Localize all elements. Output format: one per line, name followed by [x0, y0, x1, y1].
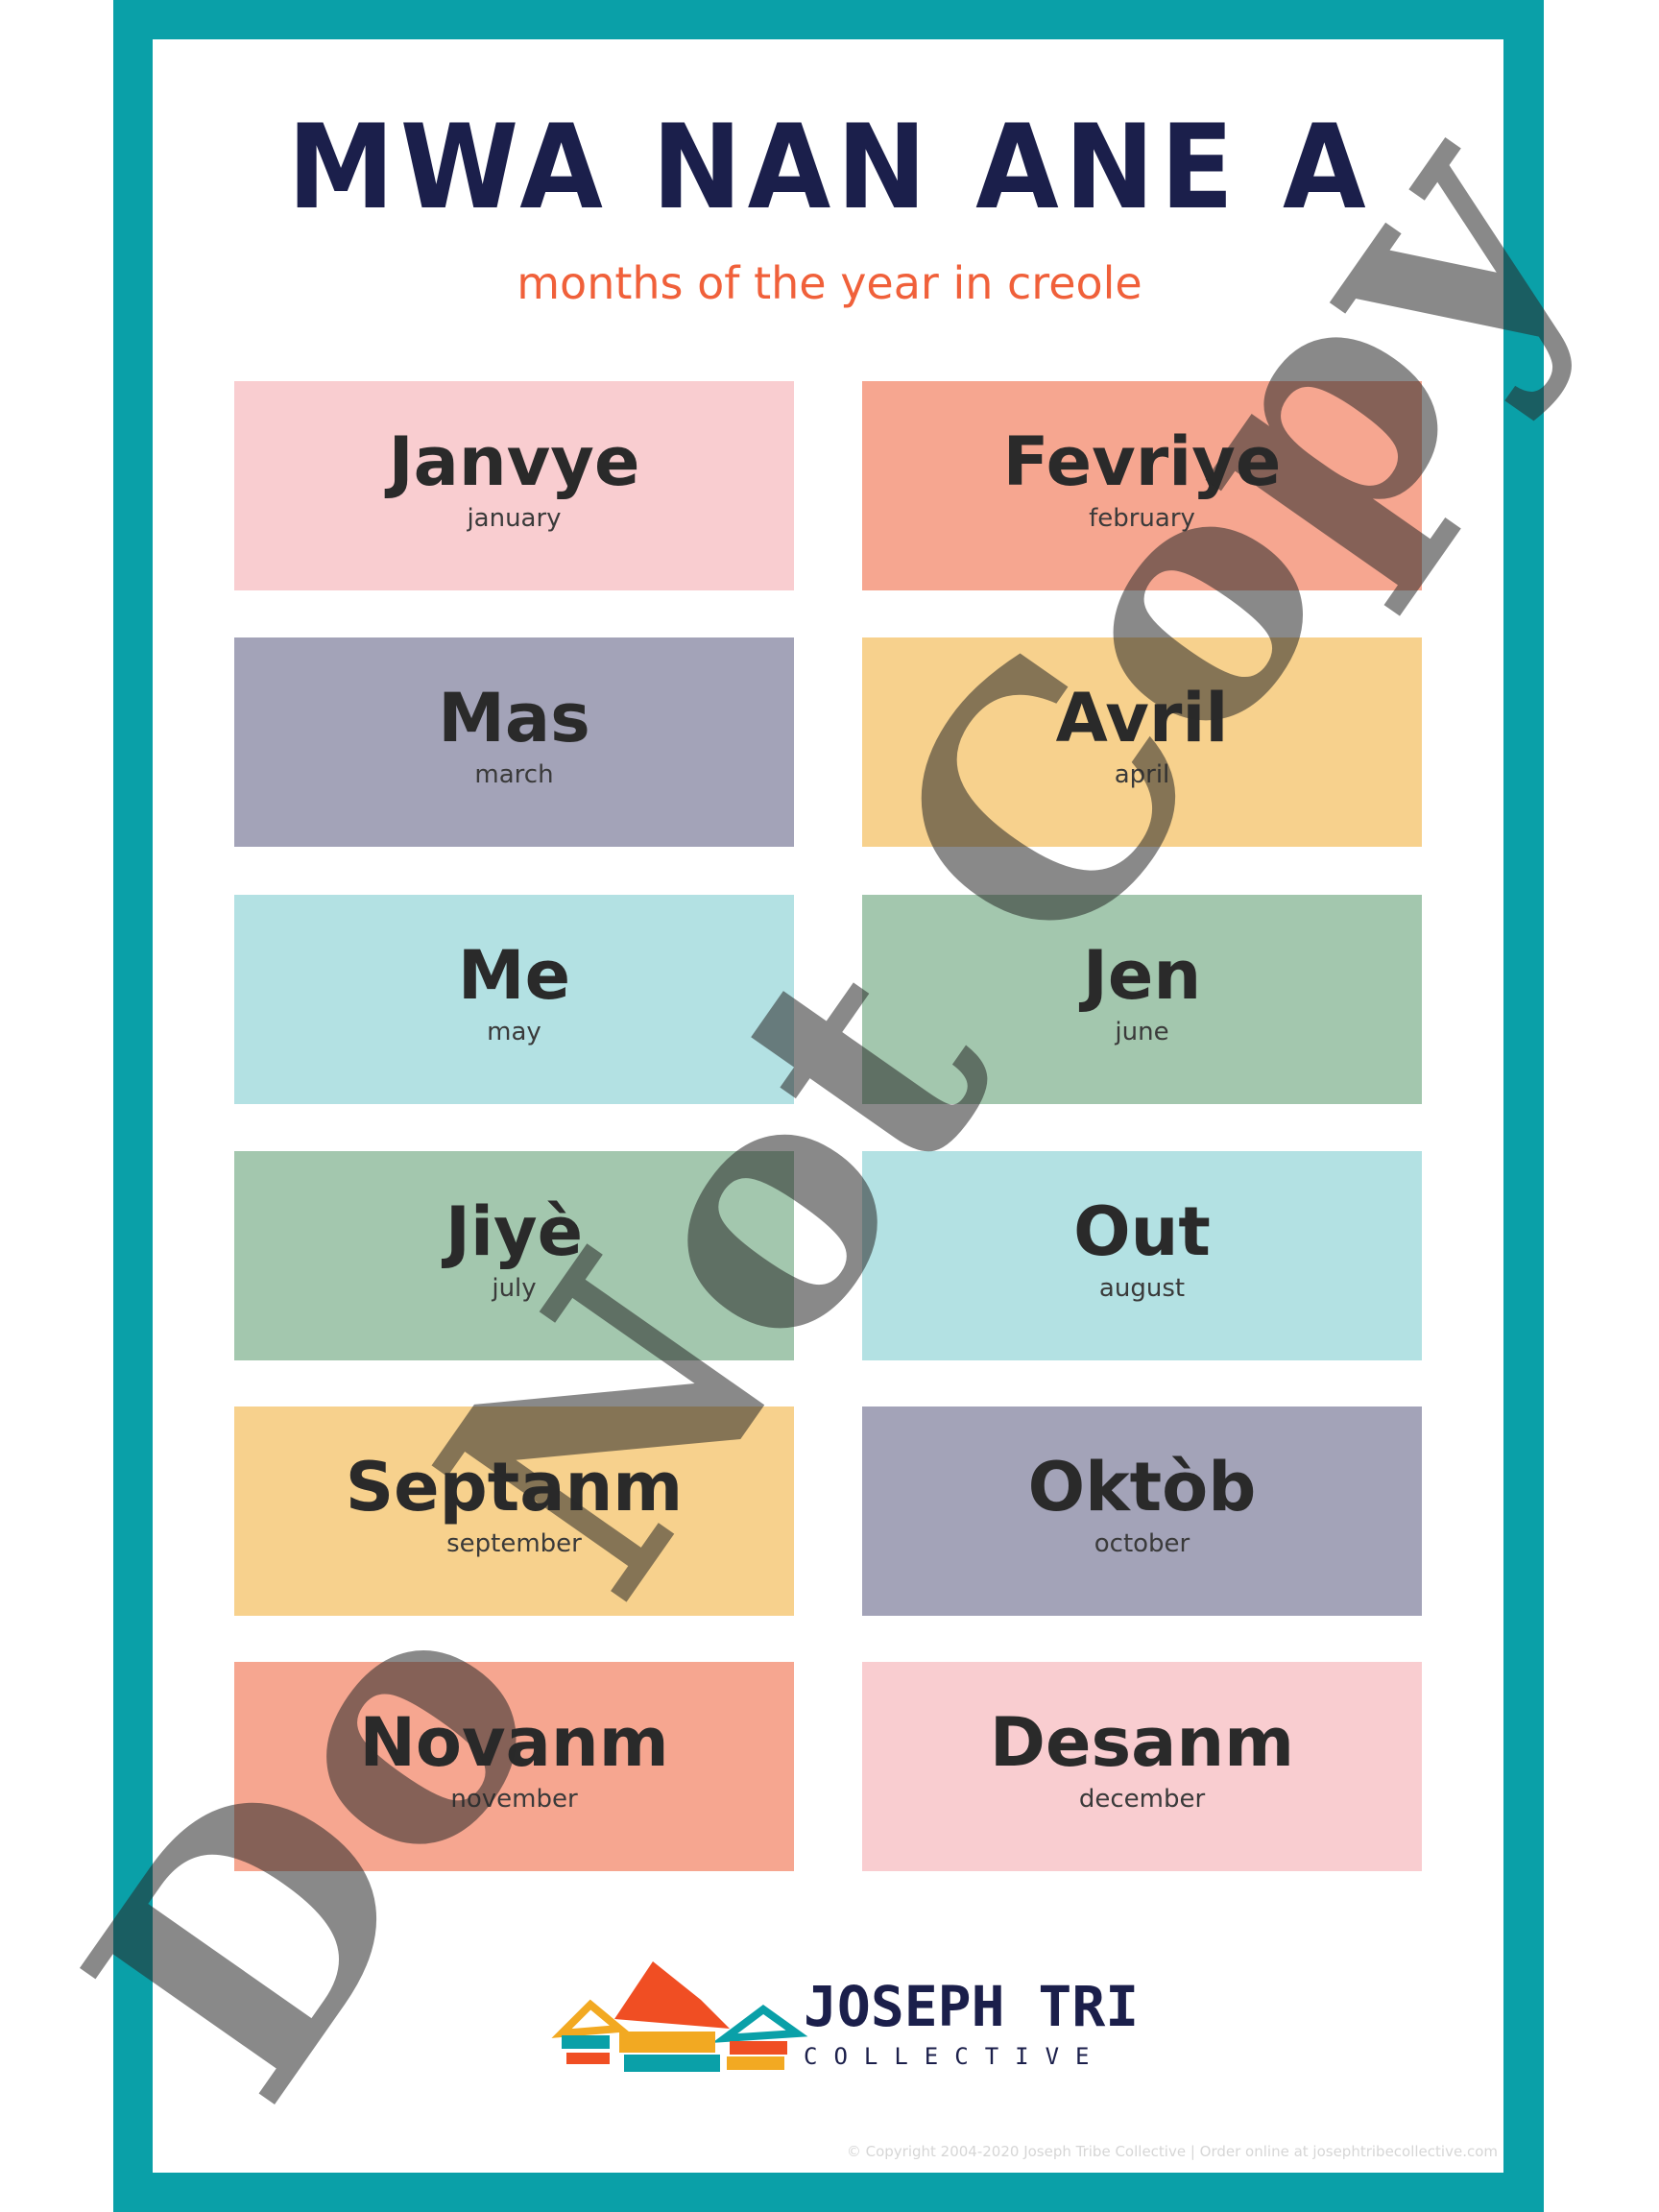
joseph-tribe-logo: JOSEPH TRIBE COLLECTIVE: [551, 1961, 1138, 2072]
month-name: Oktòb: [1027, 1448, 1257, 1527]
month-name: Out: [1073, 1192, 1211, 1271]
month-english: march: [474, 760, 554, 789]
month-english: august: [1098, 1274, 1186, 1303]
month-english: october: [1094, 1529, 1190, 1558]
books-icon: [551, 1961, 808, 2072]
month-english: february: [1089, 504, 1195, 533]
month-card-november: Novanm november: [234, 1662, 794, 1871]
month-english: june: [1115, 1018, 1169, 1046]
month-card-march: Mas march: [234, 637, 794, 847]
month-english: january: [467, 504, 562, 533]
month-english: september: [446, 1529, 582, 1558]
month-card-january: Janvye january: [234, 381, 794, 590]
month-name: Me: [457, 936, 571, 1015]
month-name: Fevriye: [1002, 422, 1282, 501]
poster-title: MWA NAN ANE A: [287, 100, 1372, 236]
month-card-december: Desanm december: [862, 1662, 1422, 1871]
month-name: Septanm: [345, 1448, 684, 1527]
month-card-october: Oktòb october: [862, 1407, 1422, 1616]
month-name: Jiyè: [445, 1192, 584, 1271]
month-card-june: Jen june: [862, 895, 1422, 1104]
logo-tagline: COLLECTIVE: [804, 2043, 1106, 2070]
poster-subtitle: months of the year in creole: [517, 257, 1142, 309]
month-name: Jen: [1082, 936, 1202, 1015]
month-english: december: [1078, 1785, 1206, 1814]
month-card-may: Me may: [234, 895, 794, 1104]
month-name: Desanm: [989, 1703, 1295, 1782]
month-card-april: Avril april: [862, 637, 1422, 847]
month-english: may: [487, 1018, 541, 1046]
month-english: november: [450, 1785, 578, 1814]
month-name: Janvye: [388, 422, 640, 501]
month-english: april: [1114, 760, 1170, 789]
month-card-august: Out august: [862, 1151, 1422, 1360]
logo-name: JOSEPH TRIBE: [804, 1974, 1138, 2039]
month-card-february: Fevriye february: [862, 381, 1422, 590]
month-name: Mas: [438, 679, 590, 757]
month-name: Avril: [1055, 679, 1229, 757]
month-card-september: Septanm september: [234, 1407, 794, 1616]
month-card-july: Jiyè july: [234, 1151, 794, 1360]
month-name: Novanm: [359, 1703, 669, 1782]
copyright-text: © Copyright 2004-2020 Joseph Tribe Colle…: [846, 2143, 1498, 2160]
month-english: july: [492, 1274, 537, 1303]
